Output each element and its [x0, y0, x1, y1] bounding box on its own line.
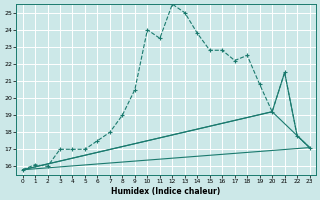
X-axis label: Humidex (Indice chaleur): Humidex (Indice chaleur) — [111, 187, 221, 196]
